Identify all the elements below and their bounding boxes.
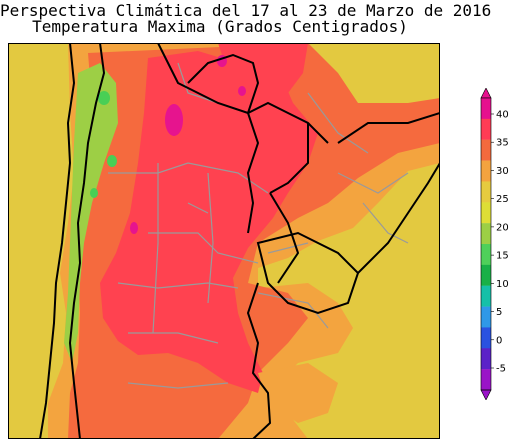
country-borders — [39, 43, 440, 439]
colorbar-segment — [481, 369, 491, 391]
warm-patch-se — [258, 363, 338, 423]
colorbar-label: 5 — [496, 307, 502, 318]
map-title-line1: Perspectiva Climática del 17 al 23 de Ma… — [0, 1, 492, 20]
colorbar-segment — [481, 285, 491, 307]
temperature-colorbar: 40 35 30 25 20 15 10 5 0 -5 — [480, 88, 509, 400]
colorbar-segment — [481, 327, 491, 349]
peak-spot — [130, 222, 138, 234]
colorbar-label: 35 — [496, 138, 509, 149]
colorbar-segment — [481, 139, 491, 161]
andes-green-strip — [64, 63, 118, 363]
colorbar-segment — [481, 181, 491, 203]
colorbar-label: 0 — [496, 335, 502, 346]
province-borders — [108, 62, 409, 389]
colorbar-segment — [481, 202, 491, 224]
green-spot — [90, 188, 98, 198]
green-spot — [107, 155, 117, 167]
green-spot — [98, 91, 110, 105]
colorbar-label: 30 — [496, 166, 509, 177]
peak-spot — [165, 104, 183, 136]
map-title-line2: Temperatura Maxima (Grados Centigrados) — [32, 17, 408, 36]
colorbar-segment — [481, 160, 491, 182]
colorbar-label: 40 — [496, 110, 509, 121]
colorbar-segment — [481, 264, 491, 286]
colorbar-segment — [481, 223, 491, 245]
colorbar-segment — [481, 118, 491, 140]
colorbar-segment — [481, 244, 491, 266]
colorbar-label: 25 — [496, 194, 509, 205]
colorbar-bottom-triangle — [480, 389, 492, 400]
colorbar-segment — [481, 306, 491, 328]
colorbar-segment — [481, 348, 491, 370]
hot-region-north — [218, 43, 308, 93]
colorbar-label: 20 — [496, 222, 509, 233]
colorbar-top-triangle — [480, 88, 492, 99]
temperature-map — [8, 43, 440, 439]
colorbar-segment — [481, 98, 491, 120]
colorbar-label: -5 — [496, 364, 506, 375]
colorbar-frame — [480, 97, 492, 391]
peak-spot — [238, 86, 246, 96]
colorbar-label: 10 — [496, 279, 509, 290]
colorbar-label: 15 — [496, 251, 509, 262]
